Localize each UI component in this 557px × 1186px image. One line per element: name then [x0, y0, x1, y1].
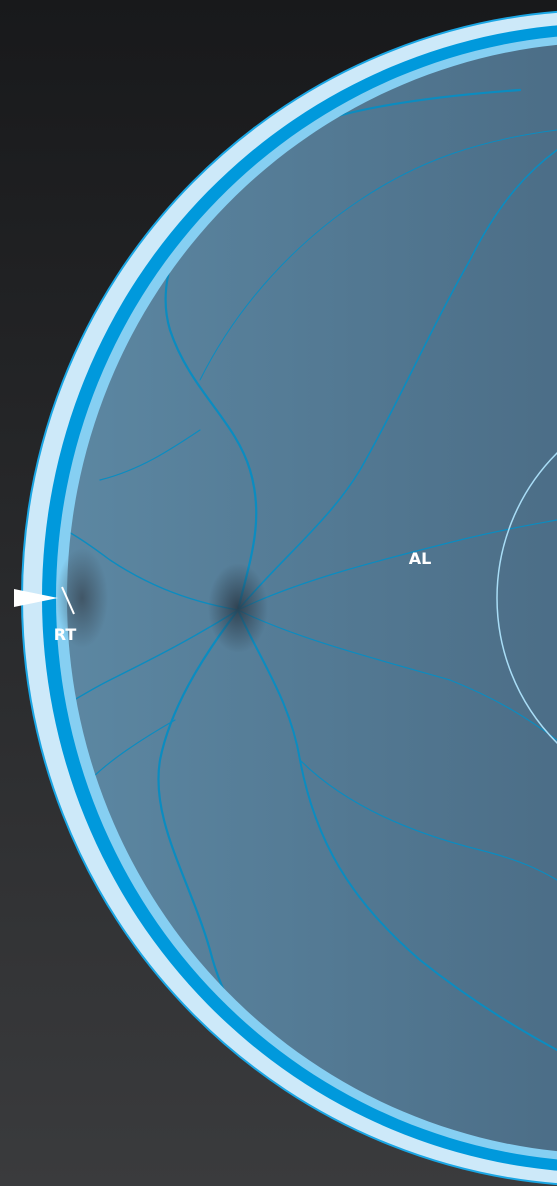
optic-disc — [208, 563, 268, 653]
al-label: AL — [409, 549, 432, 568]
arrow — [14, 589, 58, 607]
vessels — [67, 88, 557, 1112]
fundus — [67, 45, 557, 1151]
rt-label: RT — [54, 625, 77, 644]
thickness-marker — [61, 586, 75, 615]
